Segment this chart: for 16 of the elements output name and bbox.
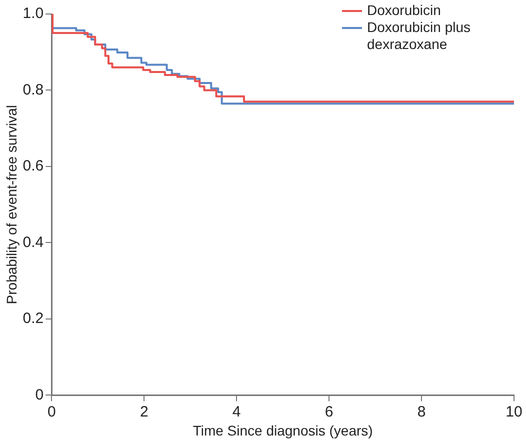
y-tick-label: 0.6: [22, 158, 44, 175]
y-axis-title: Probability of event-free survival: [3, 105, 20, 304]
x-tick-label: 2: [140, 403, 148, 420]
x-tick-label: 6: [324, 403, 334, 420]
legend-label: Doxorubicin plus dexrazoxane: [367, 19, 472, 53]
y-tick-label: 0.4: [22, 234, 44, 251]
legend-label: Doxorubicin: [367, 2, 441, 19]
y-tick-label: 0.8: [22, 81, 44, 98]
x-tick-label: 10: [506, 403, 522, 420]
y-tick-label: 0.2: [22, 310, 44, 328]
x-tick-label: 0: [47, 403, 56, 420]
x-tick-label: 4: [232, 403, 241, 420]
x-tick-label: 8: [417, 403, 426, 420]
y-tick-label: 0: [35, 386, 44, 404]
x-axis-title: Time Since diagnosis (years): [192, 422, 373, 438]
y-tick-label: 1.0: [22, 5, 44, 22]
